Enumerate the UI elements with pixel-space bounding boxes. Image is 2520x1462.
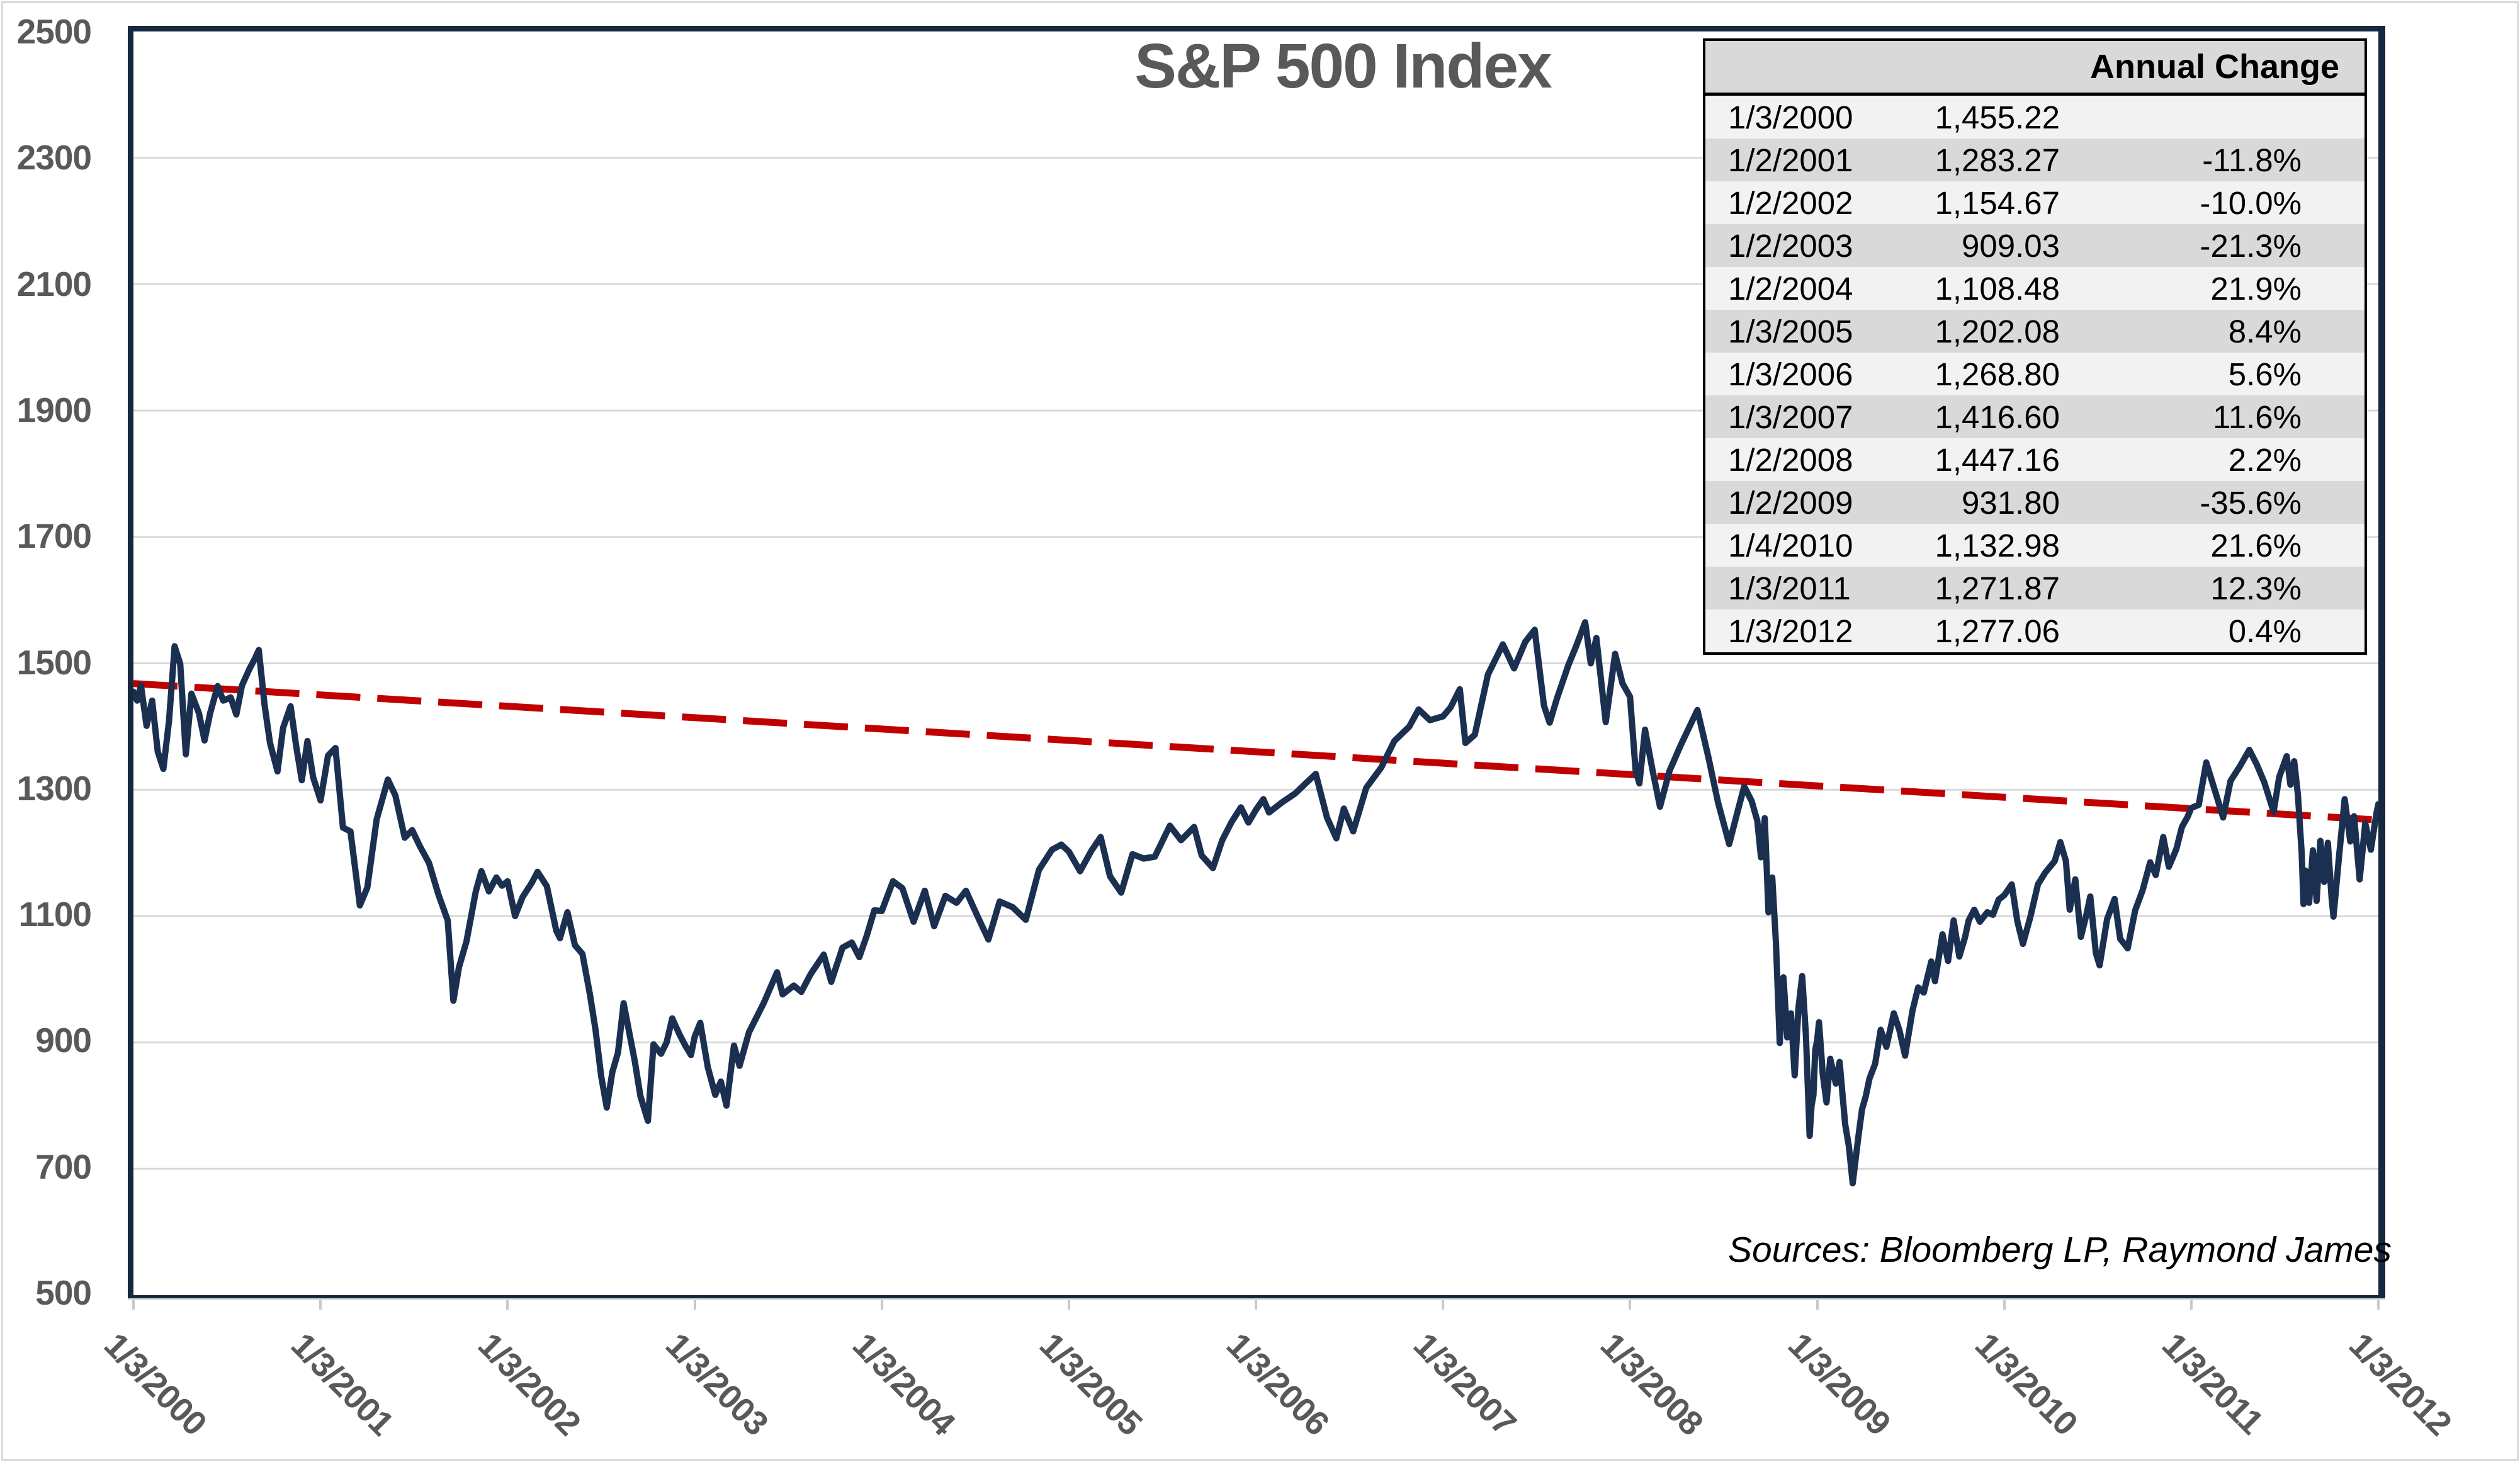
value-cell: 1,268.80 <box>1912 353 2060 395</box>
table-row: 1/2/2003 909.03 -21.3% <box>1704 224 2366 267</box>
value-cell: 1,277.06 <box>1912 609 2060 654</box>
table-row: 1/2/2001 1,283.27 -11.8% <box>1704 139 2366 181</box>
trend-line <box>133 680 2378 824</box>
value-cell: 1,202.08 <box>1912 310 2060 353</box>
table-row: 1/4/2010 1,132.98 21.6% <box>1704 524 2366 567</box>
change-cell: 11.6% <box>2060 395 2366 438</box>
x-axis-tick-label: 1/3/2005 <box>1032 1325 1150 1443</box>
x-axis-tick-mark <box>2003 1300 2006 1310</box>
change-cell <box>2060 94 2366 139</box>
chart-title: S&P 500 Index <box>1134 31 1552 101</box>
x-axis-tick-label: 1/3/2011 <box>2154 1325 2271 1442</box>
date-cell: 1/2/2004 <box>1704 267 1912 310</box>
date-cell: 1/2/2001 <box>1704 139 1912 181</box>
x-axis-tick-label: 1/3/2000 <box>96 1325 214 1443</box>
x-axis-tick-mark <box>319 1300 322 1310</box>
x-axis-tick-label: 1/3/2009 <box>1780 1325 1897 1443</box>
value-cell: 909.03 <box>1912 224 2060 267</box>
value-cell: 931.80 <box>1912 481 2060 524</box>
table-row: 1/2/2004 1,108.48 21.9% <box>1704 267 2366 310</box>
value-cell: 1,416.60 <box>1912 395 2060 438</box>
value-cell: 1,447.16 <box>1912 438 2060 481</box>
table-row: 1/3/2011 1,271.87 12.3% <box>1704 567 2366 609</box>
change-cell: 12.3% <box>2060 567 2366 609</box>
date-cell: 1/2/2008 <box>1704 438 1912 481</box>
change-cell: 2.2% <box>2060 438 2366 481</box>
table-row: 1/3/2012 1,277.06 0.4% <box>1704 609 2366 654</box>
value-cell: 1,283.27 <box>1912 139 2060 181</box>
change-cell: 21.9% <box>2060 267 2366 310</box>
change-cell: 5.6% <box>2060 353 2366 395</box>
x-axis-tick-label: 1/3/2007 <box>1406 1325 1523 1443</box>
x-axis-tick-mark <box>2189 1300 2193 1310</box>
x-axis-tick-mark <box>132 1300 135 1310</box>
x-axis-line <box>128 1298 2385 1300</box>
value-cell: 1,108.48 <box>1912 267 2060 310</box>
annual-change-table: Annual Change 1/3/2000 1,455.22 1/2/2001 1,… <box>1703 38 2367 655</box>
x-axis-tick-mark <box>1067 1300 1070 1310</box>
table-row: 1/2/2009 931.80 -35.6% <box>1704 481 2366 524</box>
y-axis-tick-label: 1700 <box>16 516 92 556</box>
table-row: 1/2/2002 1,154.67 -10.0% <box>1704 181 2366 224</box>
x-axis-tick-mark <box>1816 1300 1819 1310</box>
date-cell: 1/2/2003 <box>1704 224 1912 267</box>
source-note: Sources: Bloomberg LP, Raymond James <box>1728 1230 2392 1270</box>
date-cell: 1/3/2011 <box>1704 567 1912 609</box>
date-cell: 1/3/2007 <box>1704 395 1912 438</box>
y-axis-tick-label: 1100 <box>18 895 92 934</box>
y-axis-tick-label: 2100 <box>16 264 92 303</box>
y-axis-tick-label: 900 <box>35 1021 92 1060</box>
table-row: 1/2/2008 1,447.16 2.2% <box>1704 438 2366 481</box>
x-axis-tick-label: 1/3/2010 <box>1967 1325 2084 1443</box>
date-cell: 1/4/2010 <box>1704 524 1912 567</box>
x-axis-tick-label: 1/3/2001 <box>284 1325 401 1443</box>
table-row: 1/3/2000 1,455.22 <box>1704 94 2366 139</box>
x-axis-tick-label: 1/3/2012 <box>2341 1325 2459 1443</box>
annual-change-header: Annual Change <box>1704 40 2366 96</box>
date-cell: 1/3/2006 <box>1704 353 1912 395</box>
x-axis-tick-label: 1/3/2008 <box>1593 1325 1710 1443</box>
change-cell: 8.4% <box>2060 310 2366 353</box>
date-cell: 1/3/2000 <box>1704 94 1912 139</box>
value-cell: 1,132.98 <box>1912 524 2060 567</box>
change-cell: -35.6% <box>2060 481 2366 524</box>
x-axis-tick-label: 1/3/2004 <box>845 1325 962 1443</box>
x-axis-tick-mark <box>693 1300 696 1310</box>
table-row: 1/3/2006 1,268.80 5.6% <box>1704 353 2366 395</box>
y-axis-tick-label: 1300 <box>16 768 92 808</box>
table-header-row: Annual Change <box>1704 40 2366 96</box>
date-cell: 1/2/2002 <box>1704 181 1912 224</box>
value-cell: 1,154.67 <box>1912 181 2060 224</box>
change-cell: 0.4% <box>2060 609 2366 654</box>
x-axis-tick-label: 1/3/2002 <box>471 1325 588 1443</box>
table-row: 1/3/2005 1,202.08 8.4% <box>1704 310 2366 353</box>
x-axis-tick-mark <box>2377 1300 2380 1310</box>
y-axis-tick-label: 2300 <box>16 138 92 178</box>
date-cell: 1/3/2005 <box>1704 310 1912 353</box>
change-cell: 21.6% <box>2060 524 2366 567</box>
date-cell: 1/2/2009 <box>1704 481 1912 524</box>
change-cell: -10.0% <box>2060 181 2366 224</box>
x-axis-tick-label: 1/3/2003 <box>658 1325 775 1443</box>
sp500-line <box>133 619 2378 1187</box>
change-cell: -11.8% <box>2060 139 2366 181</box>
x-axis-tick-label: 1/3/2006 <box>1219 1325 1336 1443</box>
y-axis-tick-label: 1500 <box>16 642 92 682</box>
date-cell: 1/3/2012 <box>1704 609 1912 654</box>
y-axis-tick-label: 500 <box>35 1273 92 1312</box>
value-cell: 1,455.22 <box>1912 94 2060 139</box>
x-axis-tick-mark <box>1255 1300 1257 1310</box>
y-axis-tick-label: 1900 <box>16 390 92 429</box>
y-axis-tick-label: 2500 <box>16 12 92 51</box>
table-row: 1/3/2007 1,416.60 11.6% <box>1704 395 2366 438</box>
x-axis-tick-mark <box>1442 1300 1445 1310</box>
value-cell: 1,271.87 <box>1912 567 2060 609</box>
change-cell: -21.3% <box>2060 224 2366 267</box>
x-axis-tick-mark <box>1629 1300 1632 1310</box>
x-axis-tick-mark <box>880 1300 883 1310</box>
y-axis-tick-label: 700 <box>35 1147 92 1186</box>
x-axis-tick-mark <box>506 1300 509 1310</box>
